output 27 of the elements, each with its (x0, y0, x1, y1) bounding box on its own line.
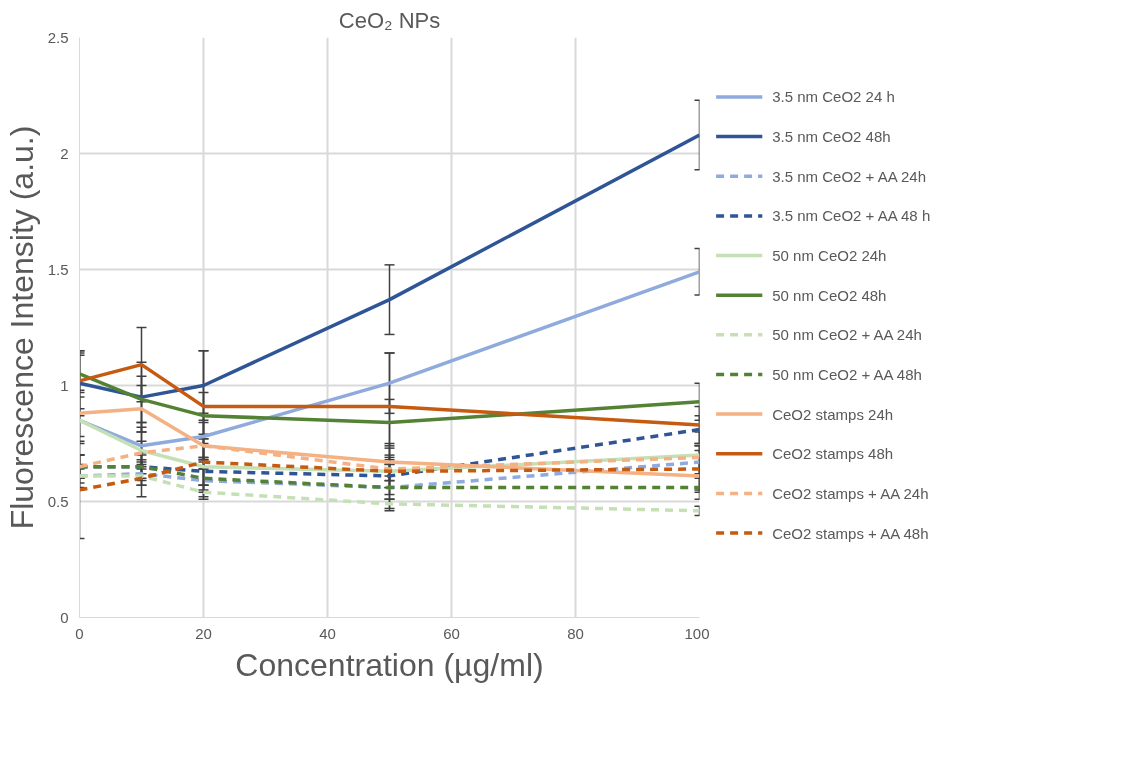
legend-label: CeO2 stamps + AA 24h (772, 484, 929, 502)
legend-label: 3.5 nm CeO2 + AA 48 h (772, 207, 931, 225)
x-tick-label: 80 (567, 624, 584, 642)
y-tick-label: 1.5 (47, 260, 69, 278)
legend-label: CeO2 stamps 48h (772, 445, 894, 463)
legend-label: CeO2 stamps + AA 48h (772, 524, 929, 542)
x-tick-label: 100 (684, 624, 710, 642)
x-tick-label: 0 (75, 624, 84, 642)
y-tick-label: 0.5 (47, 492, 69, 510)
chart-title: CeO₂ NPs (338, 7, 441, 33)
legend-label: 50 nm CeO2 + AA 24h (772, 326, 922, 344)
y-tick-label: 1 (60, 376, 69, 394)
legend-label: CeO2 stamps 24h (772, 405, 894, 423)
legend-label: 3.5 nm CeO2 24 h (772, 88, 895, 106)
y-tick-label: 0 (60, 608, 69, 626)
legend-label: 3.5 nm CeO2 + AA 24h (772, 167, 927, 185)
legend-label: 3.5 nm CeO2 48h (772, 128, 891, 146)
x-axis-title: Concentration (µg/ml) (235, 646, 544, 683)
legend-label: 50 nm CeO2 48h (772, 286, 887, 304)
y-tick-label: 2.5 (47, 28, 69, 46)
x-tick-label: 40 (319, 624, 336, 642)
x-tick-label: 60 (443, 624, 460, 642)
x-tick-label: 20 (195, 624, 212, 642)
legend-label: 50 nm CeO2 + AA 48h (772, 365, 922, 383)
y-axis-title: Fluorescence Intensity (a.u.) (3, 125, 40, 530)
y-tick-label: 2 (60, 144, 69, 162)
legend-label: 50 nm CeO2 24h (772, 247, 887, 265)
